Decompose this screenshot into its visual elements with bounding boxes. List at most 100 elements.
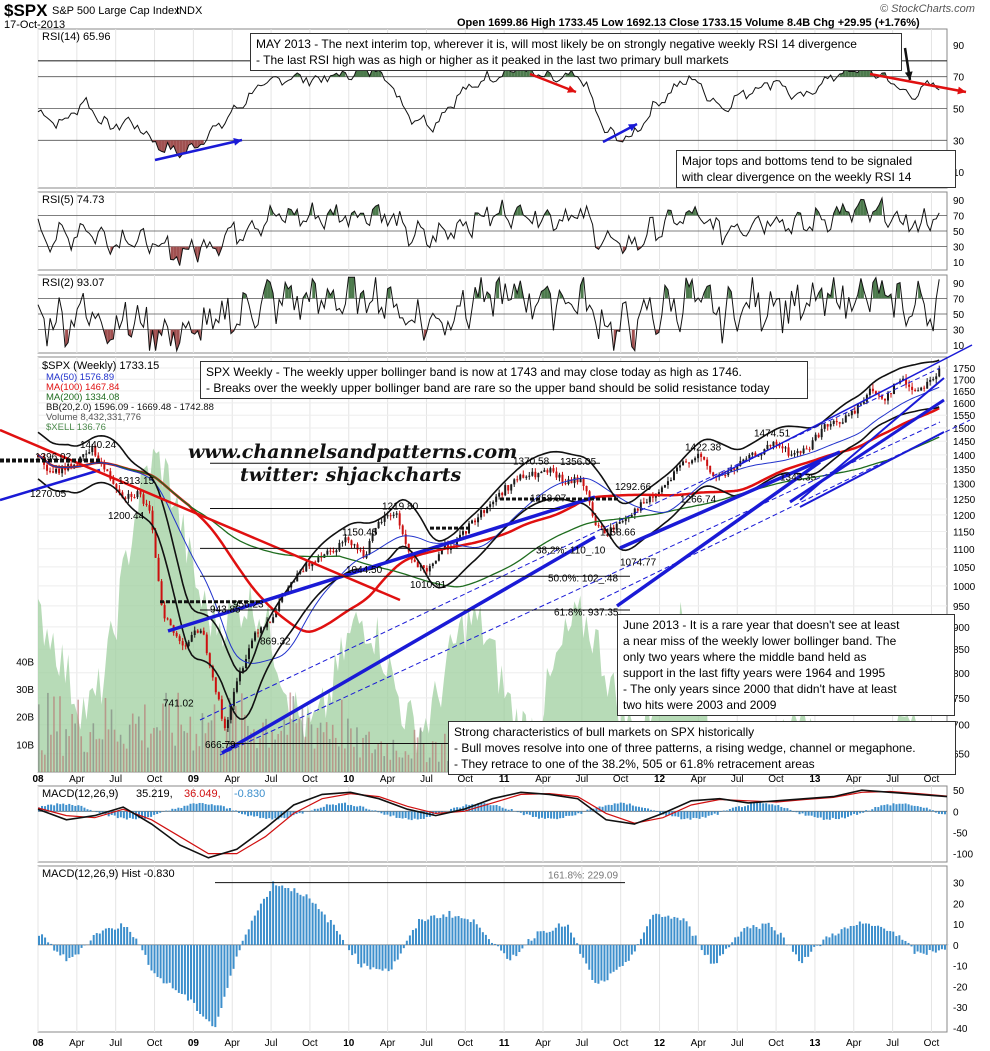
hist-bar xyxy=(688,926,691,945)
hist-bar xyxy=(539,931,542,945)
macd-hist-bar xyxy=(407,811,410,820)
macd-hist-bar xyxy=(831,811,834,818)
downtrend-line xyxy=(0,428,401,602)
price-candle xyxy=(407,543,410,552)
rsi-oversold-fill xyxy=(158,140,162,152)
hist-bar xyxy=(725,944,728,949)
hist-bar xyxy=(910,944,913,947)
macd-hist-bar xyxy=(704,811,707,818)
volume-tick-label: 20B xyxy=(16,713,34,724)
hist-bar xyxy=(919,944,922,953)
hist-bar xyxy=(363,944,366,964)
hist-bar xyxy=(159,944,162,979)
x-axis-label: 10 xyxy=(343,774,355,785)
volume-bar xyxy=(162,703,164,772)
macd-hist-bar xyxy=(595,807,598,812)
macd-hist-bar xyxy=(150,811,153,817)
macd-hist-bar xyxy=(616,803,619,812)
macd-hist-bar xyxy=(353,806,356,812)
macd-hist-bar xyxy=(847,811,850,817)
macd-hist-bar xyxy=(822,811,825,820)
hist-bar xyxy=(284,888,287,945)
macd-hist-bar xyxy=(631,805,634,812)
hist-bar xyxy=(734,937,737,945)
x-axis-label: 13 xyxy=(809,1038,821,1049)
price-candle xyxy=(308,563,311,567)
hist-bar xyxy=(305,894,308,945)
macd-hist-bar xyxy=(95,811,98,813)
rsi-divergence-arrow xyxy=(529,72,577,94)
price-candle xyxy=(691,460,694,464)
volume-bar xyxy=(325,722,328,772)
macd-hist-bar xyxy=(943,811,946,815)
channel-dashed xyxy=(199,367,941,721)
price-candle xyxy=(214,677,217,693)
volume-bar xyxy=(137,716,140,772)
hist-bar xyxy=(685,921,688,945)
volume-bar xyxy=(344,748,346,772)
macd-hist-bar xyxy=(665,811,668,817)
macd-hist-bar xyxy=(434,811,437,814)
volume-bar xyxy=(92,723,95,772)
macd-hist-bar xyxy=(501,807,504,812)
note-line: a near miss of the weekly lower bollinge… xyxy=(623,634,897,648)
price-candle xyxy=(477,517,480,523)
price-label: 1422.38 xyxy=(685,443,722,454)
price-title: $SPX (Weekly) 1733.15 xyxy=(42,360,159,372)
volume-bar xyxy=(350,728,352,772)
price-candle xyxy=(932,379,935,381)
volume-bar xyxy=(165,692,167,772)
macd-hist-bar xyxy=(765,803,768,812)
macd-hist-bar xyxy=(198,802,201,812)
hist-bar xyxy=(384,944,387,969)
macd-hist-bar xyxy=(171,808,174,812)
macd-hist-bar xyxy=(213,805,216,812)
price-label: 1313.15 xyxy=(118,476,155,487)
hist-bar xyxy=(275,885,278,945)
macd-hist-bar xyxy=(398,811,401,819)
macd-hist-bar xyxy=(759,802,762,812)
macd-hist-bar xyxy=(783,807,786,812)
price-candle xyxy=(856,403,859,414)
price-candle xyxy=(615,523,618,530)
macd-hist-bar xyxy=(437,811,440,813)
macd-hist-bar xyxy=(637,806,640,812)
hist-bar xyxy=(150,944,153,971)
hist-bar xyxy=(110,928,113,945)
hist-bar xyxy=(262,898,265,945)
watermark-url: www.channelsandpatterns.com xyxy=(188,441,518,463)
axis-tick-label: 650 xyxy=(953,750,970,761)
x-axis-label: Jul xyxy=(886,774,899,785)
rsi-overbought-fill xyxy=(351,277,355,299)
price-candle xyxy=(374,528,377,534)
macd-hist-bar xyxy=(253,811,256,817)
price-candle xyxy=(600,526,603,528)
macd-hist-bar xyxy=(410,811,413,821)
macd-hist-bar xyxy=(774,805,777,812)
hist-bar xyxy=(794,944,797,955)
axis-tick-label: 50 xyxy=(953,227,965,238)
hist-bar xyxy=(898,935,901,945)
watermark-twitter: twitter: shjackcharts xyxy=(240,464,462,486)
hist-bar xyxy=(883,928,886,945)
note-bull-markets: Strong characteristics of bull markets o… xyxy=(448,721,956,775)
price-candle xyxy=(112,479,115,484)
macd-hist-bar xyxy=(628,803,631,812)
volume-bar xyxy=(419,727,422,772)
price-label: 1396.02 xyxy=(35,452,72,463)
hist-bar xyxy=(840,929,843,945)
macd-hist-bar xyxy=(362,806,365,812)
price-candle xyxy=(124,497,127,499)
hist-bar xyxy=(433,915,436,945)
price-candle xyxy=(377,521,380,529)
macd-hist-bar xyxy=(843,811,846,819)
volume-bar xyxy=(241,693,243,772)
price-candle xyxy=(935,376,938,380)
hist-bar xyxy=(256,910,259,945)
hist-bar xyxy=(573,937,576,945)
hist-bar xyxy=(481,932,484,945)
price-candle xyxy=(235,681,238,692)
hist-bar xyxy=(633,944,636,952)
macd-title: MACD(12,26,9) xyxy=(42,788,118,800)
hist-bar xyxy=(649,919,652,945)
